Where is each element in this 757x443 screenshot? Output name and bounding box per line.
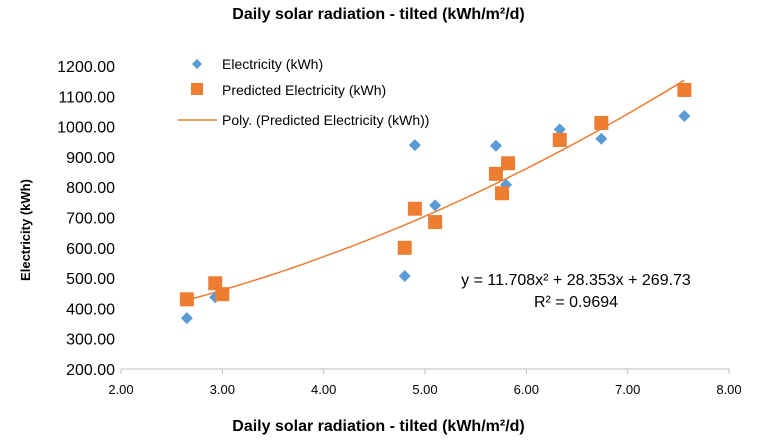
legend-square-marker (191, 83, 203, 95)
trendline-equation: y = 11.708x² + 28.353x + 269.73 (461, 272, 691, 289)
predicted-electricity-point (407, 201, 422, 216)
electricity-point (678, 109, 691, 122)
axes: 200.00 300.00 400.00 500.00 600.00 700.00 800.… (57, 59, 742, 397)
y-tick-label: 400.00 (66, 301, 115, 318)
electricity-point (595, 132, 608, 145)
predicted-electricity-point (397, 240, 412, 255)
legend-label-electricity: Electricity (kWh) (222, 56, 323, 72)
predicted-electricity-point (495, 186, 510, 201)
data-points (179, 82, 692, 325)
y-tick-label: 700.00 (66, 211, 115, 228)
legend-diamond-marker (192, 59, 202, 69)
y-tick-label: 1000.00 (57, 120, 115, 137)
y-tick-label: 200.00 (66, 362, 115, 379)
predicted-electricity-point (552, 132, 567, 147)
predicted-electricity-point (208, 276, 223, 291)
electricity-point (180, 312, 193, 325)
x-tick-label: 4.00 (311, 382, 336, 397)
r-squared-label: R² = 0.9694 (534, 294, 618, 311)
x-tick-label: 5.00 (412, 382, 437, 397)
y-tick-label: 300.00 (66, 332, 115, 349)
chart-title: Daily solar radiation - tilted (kWh/m²/d… (232, 6, 525, 23)
predicted-electricity-point (594, 115, 609, 130)
legend-label-trendline: Poly. (Predicted Electricity (kWh)) (222, 112, 429, 128)
y-tick-label: 600.00 (66, 241, 115, 258)
x-tick-label: 6.00 (514, 382, 539, 397)
y-tick-label: 800.00 (66, 180, 115, 197)
predicted-electricity-point (428, 215, 443, 230)
predicted-electricity-point (501, 156, 516, 171)
predicted-electricity-point (215, 287, 230, 302)
predicted-electricity-point (179, 292, 194, 307)
predicted-electricity-point (488, 166, 503, 181)
x-tick-label: 2.00 (108, 382, 133, 397)
electricity-point (408, 139, 421, 152)
legend-label-predicted: Predicted Electricity (kWh) (222, 82, 386, 98)
electricity-point (553, 123, 566, 136)
electricity-point (398, 269, 411, 282)
x-tick-label: 8.00 (716, 382, 741, 397)
electricity-point (489, 139, 502, 152)
x-axis-title: Daily solar radiation - tilted (kWh/m²/d… (232, 418, 525, 435)
electricity-point (429, 199, 442, 212)
x-tick-label: 3.00 (210, 382, 235, 397)
y-tick-label: 500.00 (66, 271, 115, 288)
x-tick-label: 7.00 (615, 382, 640, 397)
legend: Electricity (kWh) Predicted Electricity … (178, 56, 429, 128)
y-tick-label: 1100.00 (58, 89, 115, 106)
predicted-electricity-point (677, 82, 692, 97)
y-tick-label: 1200.00 (57, 59, 115, 76)
y-tick-label: 900.00 (66, 150, 115, 167)
